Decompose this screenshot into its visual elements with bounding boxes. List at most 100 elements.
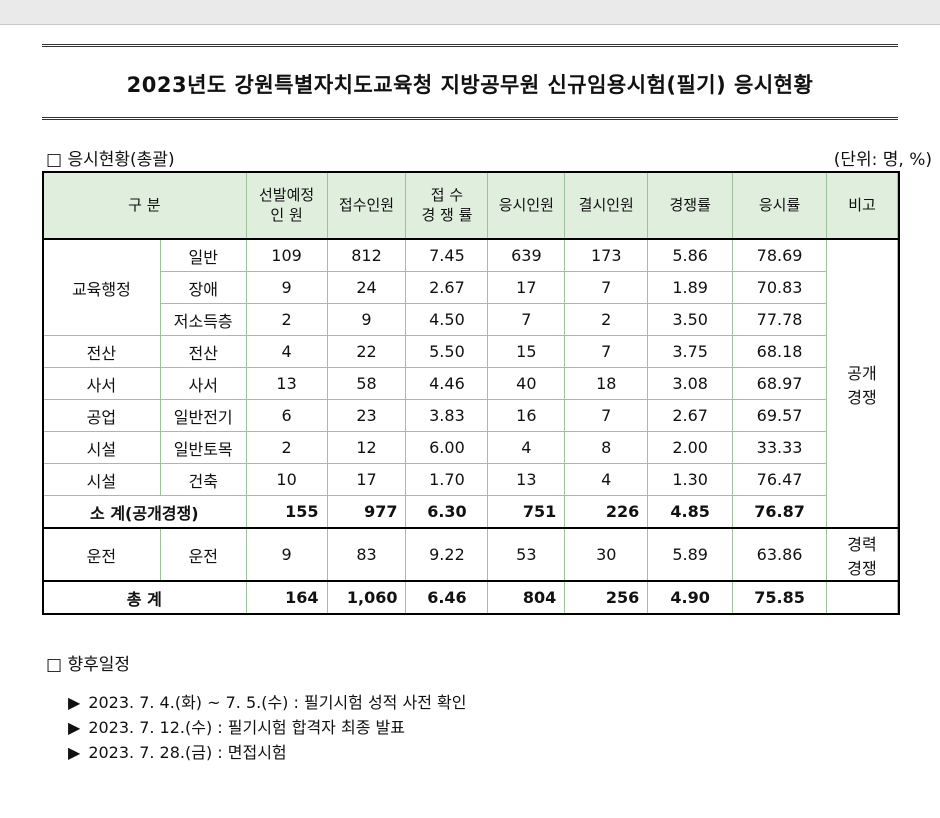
schedule-text: 2023. 7. 28.(금) : 면접시험: [88, 743, 287, 762]
cell: 24: [326, 271, 407, 304]
group-cell: 시설: [42, 463, 161, 496]
cell: 6: [245, 399, 328, 432]
cell: 15: [487, 335, 566, 368]
cell: 804: [487, 580, 566, 614]
cell: 155: [245, 495, 328, 529]
cell: 77.78: [732, 303, 828, 336]
cell: 639: [487, 238, 566, 272]
table-row: 전산 전산 4 22 5.50 15 7 3.75 68.18: [42, 335, 898, 368]
top-bar: [0, 0, 940, 25]
header-category: 구 분: [42, 171, 247, 240]
cell: 4.46: [405, 367, 489, 400]
cell: 16: [487, 399, 566, 432]
schedule-item: ▶ 2023. 7. 12.(수) : 필기시험 합격자 최종 발표: [68, 714, 405, 738]
header-select: 선발예정 인 원: [245, 171, 328, 240]
cell: 2.67: [647, 399, 734, 432]
cell: 4: [487, 431, 566, 464]
cell: 3.50: [647, 303, 734, 336]
cell: 83: [326, 527, 407, 582]
sub-cell: 일반: [159, 238, 247, 272]
cell: 53: [487, 527, 566, 582]
cell: 3.75: [647, 335, 734, 368]
sub-cell: 장애: [159, 271, 247, 304]
sub-cell: 일반토목: [159, 431, 247, 464]
cell: 10: [245, 463, 328, 496]
cell: 76.87: [732, 495, 828, 529]
cell: 4.85: [647, 495, 734, 529]
cell: 2: [245, 303, 328, 336]
career-row: 운전 운전 9 83 9.22 53 30 5.89 63.86 경력 경쟁: [42, 527, 898, 582]
header-applicants: 접수인원: [326, 171, 407, 240]
cell: 5.89: [647, 527, 734, 582]
cell: 9: [326, 303, 407, 336]
group-cell: 시설: [42, 431, 161, 464]
cell: 1.89: [647, 271, 734, 304]
schedule-item: ▶ 2023. 7. 28.(금) : 면접시험: [68, 739, 287, 763]
sub-cell: 일반전기: [159, 399, 247, 432]
cell: 40: [487, 367, 566, 400]
cell: 1.70: [405, 463, 489, 496]
cell: 977: [326, 495, 407, 529]
header-note: 비고: [826, 171, 898, 240]
cell: 7: [564, 335, 649, 368]
cell: 2.67: [405, 271, 489, 304]
table-row: 장애 9 24 2.67 17 7 1.89 70.83: [43, 271, 898, 304]
group-cell: 전산: [42, 335, 161, 368]
header-take-rate: 응시률: [732, 171, 828, 240]
header-absent: 결시인원: [564, 171, 649, 240]
header-competition-rate: 경쟁률: [647, 171, 734, 240]
cell: 6.30: [405, 495, 489, 529]
cell: 63.86: [732, 527, 828, 582]
total-row: 총 계 164 1,060 6.46 804 256 4.90 75.85: [42, 580, 898, 614]
cell: 17: [487, 271, 566, 304]
cell: 33.33: [732, 431, 828, 464]
group-cell: 교육행정: [42, 238, 161, 336]
total-label: 총 계: [42, 580, 247, 614]
bullet-icon: ▶: [68, 743, 81, 762]
cell: 2.00: [647, 431, 734, 464]
cell: 6.46: [405, 580, 489, 614]
note-public: 공개 경쟁: [826, 238, 898, 529]
section-status-heading: □ 응시현황(총괄): [46, 150, 175, 170]
schedule-text: 2023. 7. 4.(화) ~ 7. 5.(수) : 필기시험 성적 사전 확…: [88, 693, 467, 712]
sub-cell: 전산: [159, 335, 247, 368]
cell: 75.85: [732, 580, 828, 614]
group-cell: 공업: [42, 399, 161, 432]
cell: 109: [245, 238, 328, 272]
table-row: 저소득층 2 9 4.50 7 2 3.50 77.78: [43, 303, 898, 336]
sub-cell: 저소득층: [159, 303, 247, 336]
cell: 1.30: [647, 463, 734, 496]
cell: 17: [326, 463, 407, 496]
note-empty: [826, 580, 898, 614]
cell: 173: [564, 238, 649, 272]
cell: 70.83: [732, 271, 828, 304]
cell: 78.69: [732, 238, 828, 272]
cell: 2: [564, 303, 649, 336]
cell: 226: [564, 495, 649, 529]
bullet-icon: ▶: [68, 693, 81, 712]
subtotal-label: 소 계(공개경쟁): [42, 495, 247, 529]
cell: 13: [487, 463, 566, 496]
cell: 256: [564, 580, 649, 614]
cell: 58: [326, 367, 407, 400]
header-takers: 응시인원: [487, 171, 566, 240]
cell: 22: [326, 335, 407, 368]
cell: 5.50: [405, 335, 489, 368]
cell: 12: [326, 431, 407, 464]
cell: 23: [326, 399, 407, 432]
sub-cell: 운전: [159, 527, 247, 582]
cell: 7: [564, 271, 649, 304]
cell: 4: [245, 335, 328, 368]
cell: 18: [564, 367, 649, 400]
table-row: 교육행정 일반 109 812 7.45 639 173 5.86 78.69 …: [42, 238, 898, 529]
unit-label: (단위: 명, %): [833, 150, 932, 170]
page-title: 2023년도 강원특별자치도교육청 지방공무원 신규임용시험(필기) 응시현황: [126, 73, 814, 97]
schedule-item: ▶ 2023. 7. 4.(화) ~ 7. 5.(수) : 필기시험 성적 사전 …: [68, 689, 466, 713]
cell: 3.83: [405, 399, 489, 432]
note-career: 경력 경쟁: [826, 527, 898, 582]
schedule-text: 2023. 7. 12.(수) : 필기시험 합격자 최종 발표: [88, 718, 405, 737]
group-cell: 운전: [42, 527, 161, 582]
cell: 3.08: [647, 367, 734, 400]
